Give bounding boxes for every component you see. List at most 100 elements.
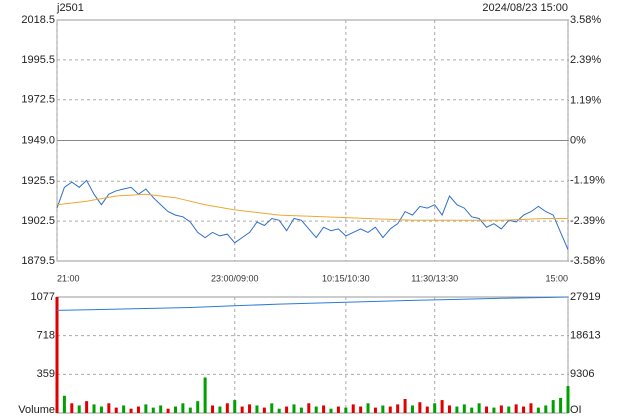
volume-bar [418,402,422,413]
y-tick-label: 1995.5 [21,54,55,66]
volume-bar [233,400,237,413]
x-tick-label: 21:00 [57,273,80,283]
volume-bar [336,406,340,413]
series-line [56,179,569,250]
volume-bar [307,403,311,413]
volume-bar [388,406,392,413]
volume-bar [55,297,59,413]
y2-tick-label: 2.39% [570,54,601,66]
volume-bar [329,408,333,413]
x-tick-label: 15:00 [545,273,568,283]
y2-tick-label: -1.19% [570,174,605,186]
volume-bar [396,404,400,413]
y-tick-label: 1949.0 [21,134,55,146]
volume-bar [440,400,444,413]
volume-bar [255,405,259,413]
volume-bar [225,403,229,413]
volume-bar [514,404,518,413]
volume-bar [92,404,96,413]
volume-bar [522,406,526,413]
volume-bar [173,406,177,413]
volume-bar [122,405,126,413]
volume-bar [425,406,429,413]
y-tick-label: 359 [37,368,55,380]
volume-bar [85,401,89,413]
y-tick-label: 2018.5 [21,14,55,26]
volume-bar [285,406,289,413]
volume-bar [351,404,355,413]
volume-bar [492,407,496,413]
volume-bar [262,407,266,413]
volume-bar [470,407,474,413]
volume-bar [240,406,244,413]
volume-bar [536,407,540,413]
y-tick-label: 718 [37,330,55,342]
volume-bar [166,408,170,413]
y-axis-label: Volume [18,404,55,416]
volume-bar [322,405,326,413]
y-tick-label: 1879.5 [21,255,55,267]
volume-bar [529,403,533,413]
volume-bar [566,386,570,413]
y2-tick-label: 3.58% [570,14,601,26]
x-tick-label: 10:15/10:30 [322,273,370,283]
volume-bar [359,406,363,413]
volume-bar [373,407,377,413]
volume-bar [77,405,81,413]
volume-bar [455,406,459,413]
series-line [56,193,568,221]
y2-tick-label: -3.58% [570,255,605,267]
volume-bar [270,403,274,413]
y2-tick-label: 1.19% [570,94,601,106]
volume-bar [477,403,481,413]
volume-bar [181,403,185,413]
y2-tick-label: 0% [570,134,586,146]
x-tick-label: 11:30/13:30 [411,273,458,283]
volume-bar [292,404,296,413]
volume-bar [248,404,252,413]
volume-bar [70,403,74,413]
volume-bar [544,405,548,413]
volume-bar [62,395,66,413]
volume-bar [462,404,466,413]
volume-bar [314,406,318,413]
y2-tick-label: -2.39% [570,215,605,227]
volume-bar [203,377,207,413]
volume-bar [551,400,555,413]
volume-bar [403,398,407,413]
volume-bar [485,406,489,413]
volume-bar [107,403,111,413]
y-tick-label: 1925.5 [21,175,55,187]
y2-tick-label: 27919 [570,291,601,303]
volume-bar [129,408,133,413]
y-tick-label: 1902.5 [21,215,55,227]
volume-bar [559,397,563,413]
volume-bar [188,407,192,413]
timestamp: 2024/08/23 15:00 [482,2,568,14]
volume-bar [499,405,503,413]
volume-bar [410,405,414,413]
y2-tick-label: 9306 [570,368,594,380]
volume-bar [99,406,103,413]
volume-bar [344,407,348,413]
volume-bar [114,407,118,413]
volume-bar [433,403,437,413]
series-line [56,296,569,311]
volume-bar [151,407,155,413]
y2-axis-label: OI [570,404,582,416]
y2-tick-label: 18613 [570,330,601,342]
y-tick-label: 1972.5 [21,94,55,106]
volume-bar [159,405,163,413]
volume-bar [448,405,452,413]
volume-bar [144,404,148,413]
volume-bar [381,405,385,413]
x-tick-label: 23:00/09:00 [211,273,259,283]
volume-bar [299,407,303,413]
volume-bar [507,406,511,413]
volume-bar [218,406,222,413]
volume-bar [366,403,370,413]
y-tick-label: 1077 [31,291,55,303]
volume-bar [136,406,140,413]
